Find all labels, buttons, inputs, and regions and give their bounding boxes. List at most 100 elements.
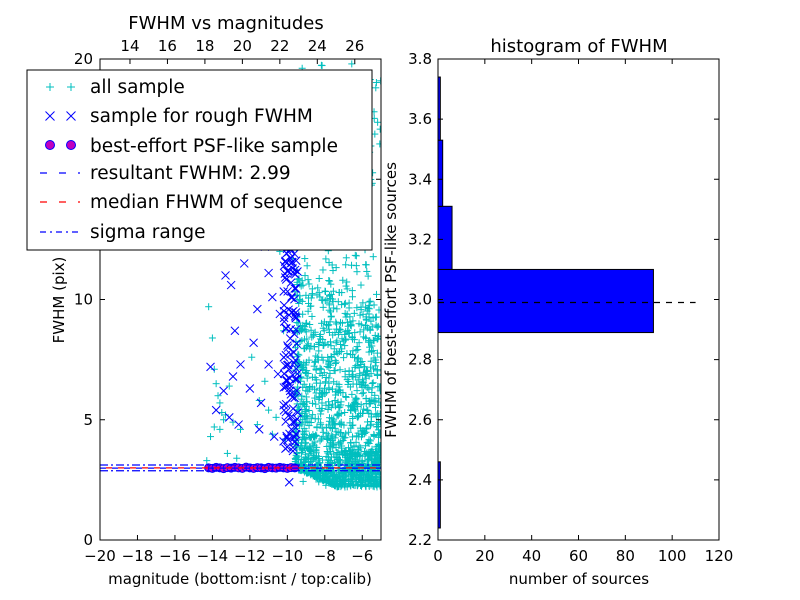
all-sample-point [375, 395, 381, 403]
all-sample-point [366, 437, 374, 445]
all-sample-point [291, 428, 299, 436]
all-sample-point [312, 366, 320, 374]
top-tick-label: 24 [308, 37, 327, 55]
all-sample-point [372, 358, 380, 366]
all-sample-point [317, 421, 325, 429]
all-sample-point [295, 275, 303, 283]
all-sample-point [362, 480, 370, 488]
all-sample-point [335, 439, 343, 447]
y-tick-label: 3.0 [408, 291, 432, 309]
all-sample-point [353, 395, 361, 403]
all-sample-point [261, 377, 269, 385]
all-sample-point [321, 339, 329, 347]
all-sample-point [356, 471, 364, 479]
all-sample-point [331, 388, 339, 396]
rough-sample-point [287, 392, 297, 402]
all-sample-point [335, 429, 343, 437]
all-sample-point [315, 347, 323, 355]
all-sample-point [365, 409, 373, 417]
all-sample-point [315, 274, 323, 282]
all-sample-point [333, 337, 341, 345]
histogram-plot-area [437, 76, 696, 529]
all-sample-point [353, 304, 361, 312]
all-sample-point [306, 320, 314, 328]
all-sample-point [337, 389, 345, 397]
all-sample-point [350, 443, 358, 451]
all-sample-point [319, 266, 327, 274]
all-sample-point [354, 355, 362, 363]
all-sample-point [325, 276, 333, 284]
rough-sample-point [291, 313, 301, 322]
rough-sample-point [283, 343, 293, 352]
all-sample-point [318, 390, 326, 398]
all-sample-point [358, 456, 366, 464]
rough-sample-point [283, 435, 293, 445]
rough-sample-point [290, 355, 300, 365]
all-sample-point [359, 299, 367, 307]
all-sample-point [358, 390, 366, 398]
all-sample-point [339, 276, 347, 284]
y-tick-label: 2.2 [408, 531, 432, 549]
rough-sample-point [281, 399, 291, 409]
all-sample-point [299, 400, 307, 408]
rough-sample-point [264, 360, 273, 369]
x-tick-label: 0 [433, 547, 443, 565]
all-sample-point [311, 328, 319, 336]
all-sample-point [331, 397, 339, 405]
all-sample-point [368, 445, 376, 453]
all-sample-point [331, 356, 339, 364]
all-sample-point [360, 326, 368, 334]
all-sample-point [310, 343, 318, 351]
all-sample-point [348, 287, 356, 295]
all-sample-point [210, 365, 218, 373]
all-sample-point [322, 423, 330, 431]
all-sample-point [325, 386, 333, 394]
all-sample-point [327, 308, 335, 316]
all-sample-point [332, 348, 340, 356]
histogram-bar [437, 268, 654, 334]
all-sample-point [365, 348, 373, 356]
all-sample-point [351, 251, 359, 259]
all-sample-point [327, 280, 335, 288]
all-sample-point [376, 442, 381, 450]
all-sample-point [332, 358, 340, 366]
all-sample-point [333, 482, 341, 490]
all-sample-point [356, 370, 364, 378]
all-sample-point [358, 476, 366, 484]
rough-sample-point [290, 437, 300, 446]
all-sample-point [343, 278, 351, 286]
rough-sample-point [283, 360, 293, 370]
all-sample-point [366, 326, 374, 334]
all-sample-point [329, 287, 337, 295]
all-sample-point [367, 363, 375, 371]
all-sample-point [338, 335, 346, 343]
rough-sample-point [290, 284, 300, 293]
all-sample-point [296, 296, 304, 304]
all-sample-point [359, 409, 367, 417]
all-sample-point [354, 376, 362, 384]
legend-marker-psf-sample [45, 140, 55, 150]
y-tick-label: 3.8 [408, 50, 432, 68]
all-sample-point [233, 454, 241, 462]
all-sample-point [353, 432, 361, 440]
all-sample-point [324, 435, 332, 443]
all-sample-point [302, 398, 310, 406]
legend-entry-rough-sample: sample for rough FWHM [90, 106, 313, 127]
all-sample-point [326, 292, 334, 300]
all-sample-point [325, 299, 333, 307]
top-tick-label: 18 [195, 37, 214, 55]
all-sample-point [229, 418, 237, 426]
rough-sample-point [239, 259, 249, 268]
all-sample-point [299, 325, 307, 333]
all-sample-point [343, 285, 351, 293]
all-sample-point [365, 451, 373, 459]
all-sample-point [348, 333, 356, 341]
all-sample-point [305, 406, 313, 414]
all-sample-point [299, 281, 307, 289]
all-sample-point [326, 277, 334, 285]
all-sample-point [349, 317, 357, 325]
all-sample-point [353, 380, 361, 388]
rough-sample-point [284, 477, 294, 487]
all-sample-point [328, 400, 336, 408]
all-sample-point [338, 319, 346, 327]
